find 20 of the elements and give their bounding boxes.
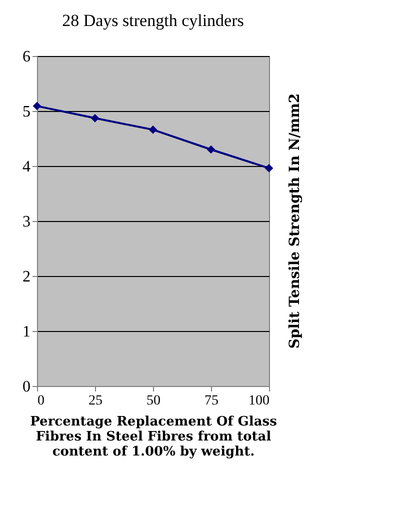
point	[264, 164, 274, 172]
y-tick-label: 2	[22, 268, 30, 286]
x-axis-title: Percentage Replacement Of Glass Fibres In Steel Fibres from total content of 1.00% by weight.	[30, 414, 277, 460]
point	[206, 145, 216, 154]
y-tick-label: 3	[22, 214, 30, 230]
x-tick-label: 0	[38, 394, 44, 408]
y-tick-label: 5	[22, 104, 30, 120]
x-tick-label: 100	[248, 394, 270, 408]
x-tick-label: 75	[204, 394, 218, 408]
chart-title: 28 Days strength cylinders	[62, 11, 244, 30]
y-tick-label: 6	[22, 48, 30, 66]
x-tick-label: 50	[146, 394, 160, 408]
point	[32, 102, 42, 110]
point	[90, 114, 100, 122]
y-axis-title: Split Tensile Strength In N/mm2	[287, 93, 303, 349]
y-tick-label: 1	[22, 324, 30, 340]
point	[148, 126, 158, 134]
y-tick-label: 0	[22, 378, 30, 396]
x-tick-label: 25	[88, 394, 102, 408]
y-tick-label: 4	[22, 158, 30, 176]
